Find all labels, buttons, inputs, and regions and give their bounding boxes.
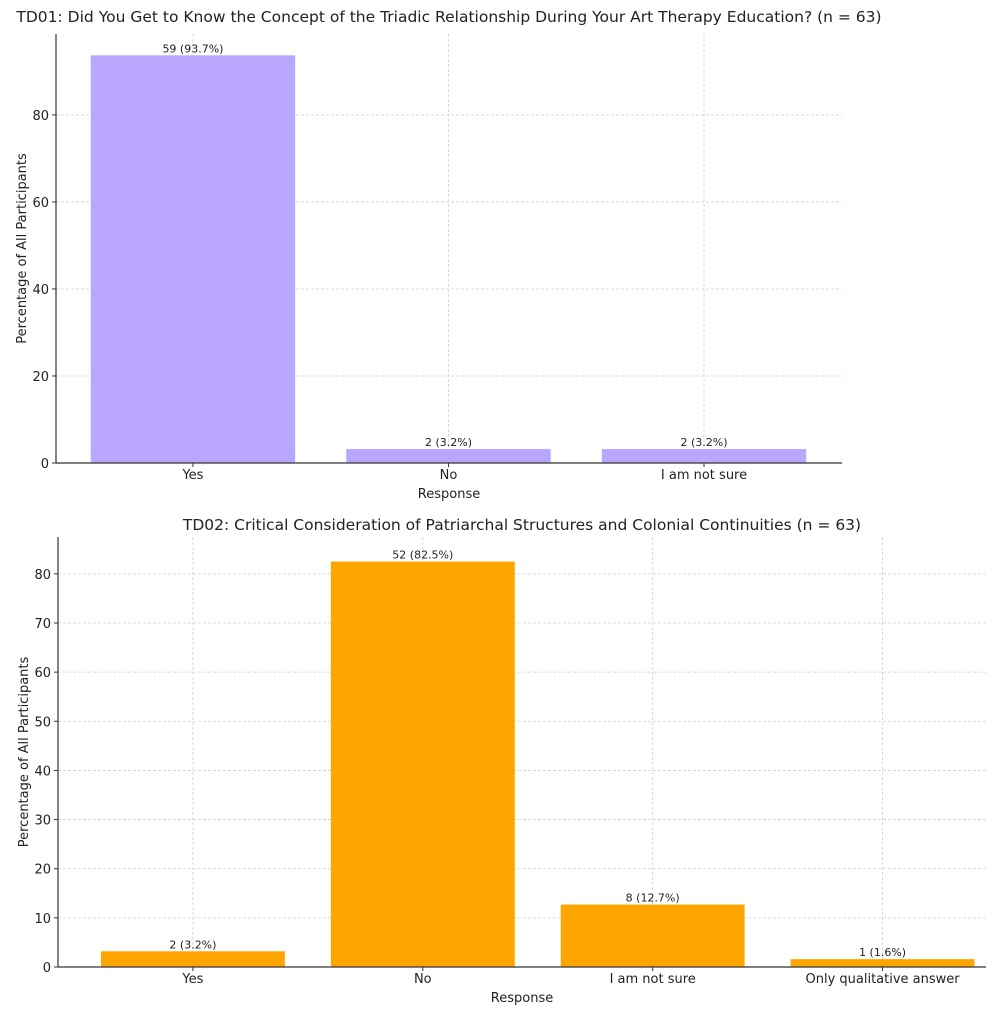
chart-title: TD02: Critical Consideration of Patriarc…	[182, 516, 861, 534]
y-tick-label: 80	[34, 568, 51, 583]
y-axis-label: Percentage of All Participants	[15, 153, 30, 344]
x-tick-label: I am not sure	[610, 972, 696, 987]
y-axis-label: Percentage of All Participants	[17, 657, 32, 848]
y-tick-label: 60	[34, 666, 51, 681]
y-tick-label: 0	[41, 457, 49, 472]
x-tick-label: Yes	[181, 468, 203, 483]
data-label: 1 (1.6%)	[859, 946, 906, 959]
y-tick-label: 30	[34, 814, 51, 829]
bar-only-qualitative-answer	[790, 959, 975, 967]
chart-2: 2 (3.2%) Yes 52 (82.5%) No 8 (12.7%) I am not…	[17, 516, 986, 1006]
y-tick-label: 60	[32, 196, 49, 211]
x-tick-label: Only qualitative answer	[805, 972, 960, 987]
y-tick-label: 40	[32, 283, 49, 298]
x-axis-label: Response	[418, 487, 480, 502]
bar-i-am-not-sure	[601, 449, 807, 463]
bar-i-am-not-sure	[560, 904, 745, 967]
bar-no	[346, 449, 551, 463]
bar-yes	[100, 951, 285, 967]
y-tick-label: 20	[34, 863, 51, 878]
bar-no	[330, 561, 515, 967]
y-tick-label: 40	[34, 764, 51, 779]
data-label: 2 (3.2%)	[681, 436, 728, 449]
y-tick-label: 70	[34, 617, 51, 632]
x-tick-label: No	[414, 972, 432, 987]
data-label: 59 (93.7%)	[162, 42, 223, 55]
y-tick-label: 0	[43, 961, 51, 976]
data-label: 2 (3.2%)	[425, 436, 472, 449]
bar-yes	[90, 55, 296, 464]
chart-1: 59 (93.7%) Yes 2 (3.2%) No 2 (3.2%) I am not …	[15, 8, 882, 502]
data-label: 8 (12.7%)	[626, 892, 680, 905]
data-label: 2 (3.2%)	[169, 938, 216, 951]
x-tick-label: Yes	[181, 972, 203, 987]
x-axis-label: Response	[491, 991, 553, 1006]
y-tick-label: 20	[32, 370, 49, 385]
y-tick-label: 10	[34, 912, 51, 927]
y-tick-label: 80	[32, 109, 49, 124]
x-tick-label: No	[440, 468, 458, 483]
chart-title: TD01: Did You Get to Know the Concept of…	[15, 8, 881, 26]
y-tick-label: 50	[34, 715, 51, 730]
data-label: 52 (82.5%)	[392, 549, 453, 562]
x-tick-label: I am not sure	[661, 468, 747, 483]
